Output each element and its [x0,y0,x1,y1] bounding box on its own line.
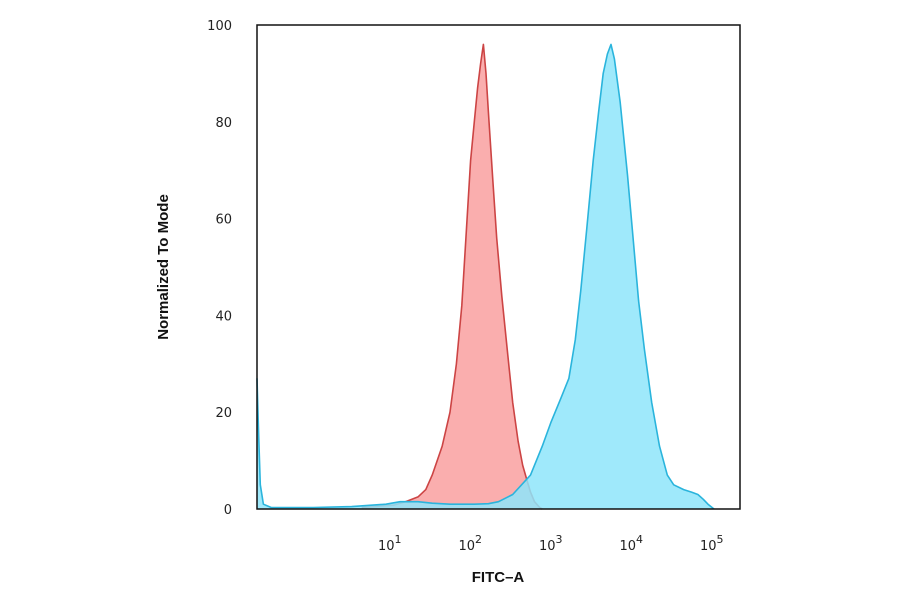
y-tick-label: 60 [215,213,232,228]
y-tick-label: 80 [215,116,232,131]
series-1-outline [361,43,543,510]
x-tick-label: 104 [619,533,643,554]
x-tick-label: 102 [458,533,482,554]
x-tick-label: 103 [539,533,563,554]
y-axis: 0 20 40 60 80 100 [207,19,232,518]
plot-frame [256,24,741,510]
series-1-area [361,44,543,510]
y-axis-title: Normalized To Mode [155,194,172,340]
x-tick-label: 101 [378,533,402,554]
x-axis-title: FITC–A [472,569,525,586]
y-tick-label: 20 [215,406,232,421]
series-layer [256,43,715,510]
y-tick-label: 100 [207,19,232,34]
y-tick-label: 40 [215,309,232,324]
x-axis: 101 102 103 104 105 [378,533,724,554]
y-tick-label: 0 [224,503,232,518]
series-2-area [257,44,714,510]
series-2-outline [256,43,715,510]
x-tick-label: 105 [700,533,724,554]
